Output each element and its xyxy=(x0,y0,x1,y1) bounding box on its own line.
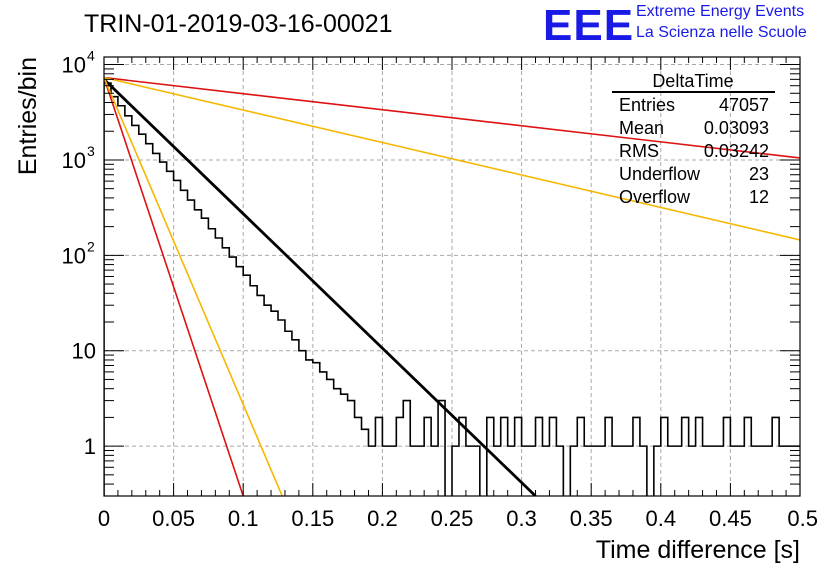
x-tick-label: 0.25 xyxy=(431,506,474,531)
x-tick-label: 0.3 xyxy=(506,506,537,531)
x-tick-label: 0.35 xyxy=(570,506,613,531)
y-tick-label: 10 xyxy=(62,53,86,78)
y-tick-label: 10 xyxy=(62,243,86,268)
y-tick-label: 10 xyxy=(62,148,86,173)
x-tick-label: 0.2 xyxy=(367,506,398,531)
fit-line xyxy=(104,78,537,496)
fit-line xyxy=(104,76,800,159)
histogram-bars xyxy=(104,82,800,496)
x-tick-label: 0.45 xyxy=(709,506,752,531)
y-tick-label: 1 xyxy=(84,434,96,459)
y-tick-label: 10 xyxy=(72,339,96,364)
stats-value: 23 xyxy=(749,164,769,184)
x-tick-label: 0.4 xyxy=(646,506,677,531)
stats-value: 47057 xyxy=(719,95,769,115)
y-tick-label-exponent: 2 xyxy=(87,238,95,254)
eee-logo: EEE xyxy=(543,1,635,50)
eee-logo-line2: La Scienza nelle Scuole xyxy=(636,24,807,41)
stats-label: Entries xyxy=(619,95,675,115)
eee-logo-line1: Extreme Energy Events xyxy=(636,3,805,20)
stats-label: Overflow xyxy=(619,187,691,207)
stats-label: RMS xyxy=(619,141,659,161)
fit-line xyxy=(104,77,283,496)
x-tick-label: 0.1 xyxy=(228,506,259,531)
fit-line xyxy=(104,76,800,241)
x-tick-label: 0.05 xyxy=(152,506,195,531)
chart-title: TRIN-01-2019-03-16-00021 xyxy=(84,10,393,38)
fit-line xyxy=(104,77,244,496)
y-axis-label: Entries/bin xyxy=(14,57,42,175)
stats-label: Underflow xyxy=(619,164,701,184)
x-tick-label: 0 xyxy=(98,506,110,531)
x-axis-label: Time difference [s] xyxy=(596,536,800,564)
stats-value: 12 xyxy=(749,187,769,207)
stats-label: Mean xyxy=(619,118,664,138)
y-tick-label-exponent: 3 xyxy=(87,143,95,159)
stats-value: 0.03093 xyxy=(704,118,769,138)
stats-value: 0.03242 xyxy=(704,141,769,161)
x-tick-label: 0.5 xyxy=(787,506,818,531)
x-tick-label: 0.15 xyxy=(291,506,334,531)
y-tick-label-exponent: 4 xyxy=(87,48,95,64)
stats-box-name: DeltaTime xyxy=(652,71,733,91)
